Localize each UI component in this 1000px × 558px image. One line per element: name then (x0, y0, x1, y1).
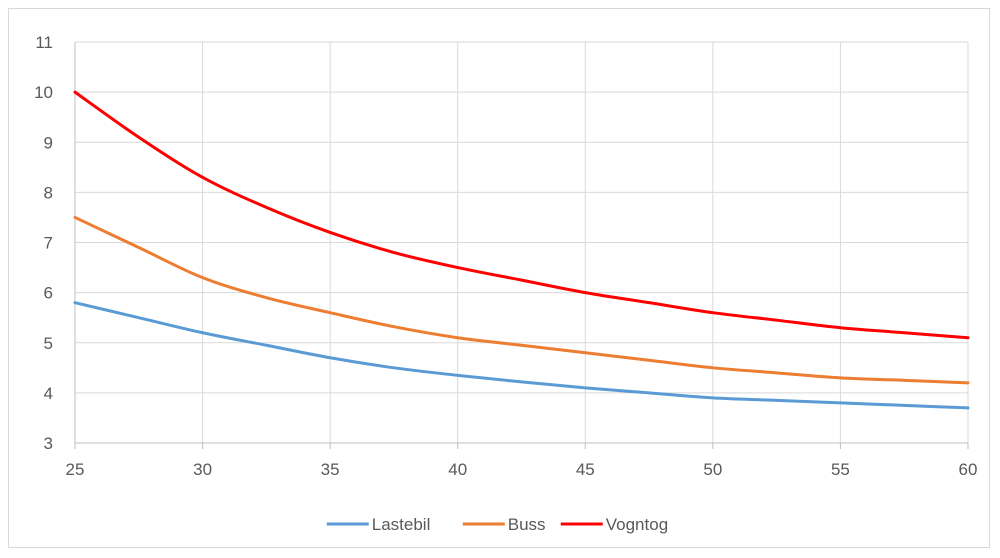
x-tick-label: 50 (703, 460, 722, 479)
y-tick-label: 3 (44, 434, 53, 453)
x-tick-label: 35 (321, 460, 340, 479)
y-tick-label: 9 (44, 133, 53, 152)
gridlines (75, 41, 969, 443)
y-tick-label: 5 (44, 334, 53, 353)
legend-label: Buss (508, 515, 546, 534)
series-line-buss (73, 215, 970, 385)
y-tick-label: 7 (44, 234, 53, 253)
y-tick-label: 11 (35, 33, 53, 52)
x-tick-label: 40 (448, 460, 467, 479)
y-tick-label: 8 (44, 183, 53, 202)
axes (74, 42, 969, 449)
x-tick-label: 30 (193, 460, 212, 479)
chart-area (8, 8, 990, 548)
x-tick-label: 25 (66, 460, 85, 479)
y-tick-label: 6 (44, 284, 53, 303)
x-tick-label: 60 (959, 460, 978, 479)
legend-label: Vogntog (606, 515, 668, 534)
plot-series (73, 90, 970, 410)
y-tick-label: 10 (34, 83, 53, 102)
x-tick-label: 55 (831, 460, 850, 479)
y-tick-label: 4 (44, 384, 53, 403)
legend: Lastebil Buss Vogntog (326, 515, 668, 534)
series-line-vogntog (73, 90, 970, 340)
series-line-lastebil (73, 301, 970, 410)
x-tick-label: 45 (576, 460, 595, 479)
legend-label: Lastebil (372, 515, 431, 534)
